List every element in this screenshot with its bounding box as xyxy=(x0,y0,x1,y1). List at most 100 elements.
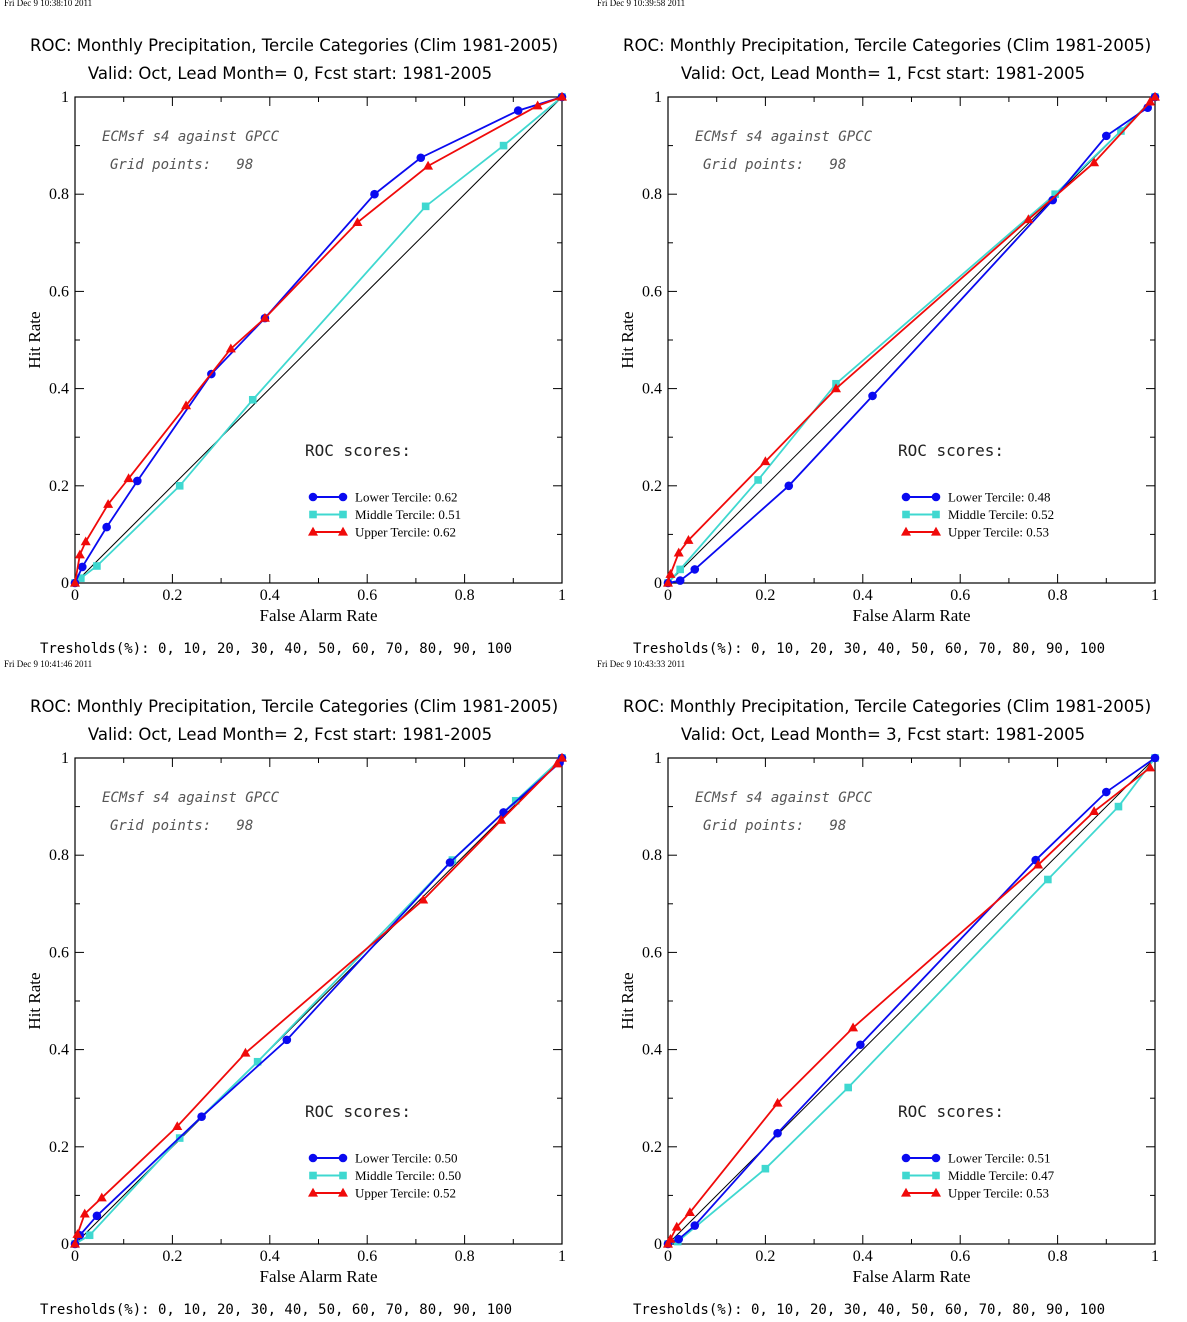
middle-tercile-point xyxy=(754,476,762,484)
y-tick-label: 0.4 xyxy=(642,1042,662,1059)
upper-tercile-point xyxy=(848,1022,859,1032)
upper-tercile-point xyxy=(663,1238,673,1248)
legend-item-lower: Lower Tercile: 0.48 xyxy=(901,490,1050,505)
roc-panel-0: Fri Dec 9 10:38:10 2011 ROC: Monthly Pre… xyxy=(0,0,594,661)
middle-tercile-point xyxy=(499,141,508,150)
series-lower-tercile xyxy=(663,92,1160,588)
legend-label: Lower Tercile: 0.51 xyxy=(948,1151,1050,1166)
x-tick-label: 1 xyxy=(1151,1248,1159,1265)
x-tick-label: 0 xyxy=(664,587,672,604)
upper-tercile-point xyxy=(103,499,114,508)
legend-label: Lower Tercile: 0.48 xyxy=(948,490,1050,505)
lower-tercile-point xyxy=(370,189,379,199)
x-tick-label: 1 xyxy=(1151,587,1159,604)
y-tick-label: 0 xyxy=(654,1236,662,1253)
y-tick-label: 0.6 xyxy=(642,944,662,961)
upper-tercile-point xyxy=(240,1047,251,1057)
model-annotation: ECMsf s4 against GPCC xyxy=(102,790,280,806)
middle-tercile-point xyxy=(1044,875,1052,884)
middle-tercile-point xyxy=(844,1083,852,1092)
chart-subtitle: Valid: Oct, Lead Month= 1, Fcst start: 1… xyxy=(680,64,1086,83)
lower-tercile-point xyxy=(856,1040,865,1050)
middle-tercile-point xyxy=(761,1164,770,1173)
legend-item-lower: Lower Tercile: 0.62 xyxy=(308,490,457,505)
grid-points-annotation: Grid points: 98 xyxy=(110,157,253,173)
upper-tercile-point xyxy=(80,536,91,546)
legend-marker-end xyxy=(931,492,941,502)
roc-scores-heading: ROC scores: xyxy=(898,441,1004,460)
x-tick-label: 1 xyxy=(558,1248,566,1265)
y-axis-label: Hit Rate xyxy=(25,972,44,1029)
roc-plot: 00 0.2 0.2 0.4 0.4 0.6 0.6 0.8 0.8 1 1 False Alarm … xyxy=(25,89,567,625)
x-axis-label: False Alarm Rate xyxy=(259,1267,377,1286)
x-axis-label: False Alarm Rate xyxy=(852,1267,970,1286)
legend-item-middle: Middle Tercile: 0.51 xyxy=(309,507,461,522)
middle-tercile-point xyxy=(676,565,684,574)
upper-tercile-point xyxy=(1033,859,1044,869)
no-skill-diagonal xyxy=(667,96,1156,584)
y-tick-label: 1 xyxy=(654,750,662,767)
grid-points-annotation: Grid points: 98 xyxy=(110,818,253,834)
lower-tercile-point xyxy=(92,1211,102,1221)
middle-tercile-point xyxy=(253,1057,262,1066)
lower-tercile-point xyxy=(690,565,700,574)
x-tick-label: 0.4 xyxy=(853,1248,873,1265)
upper-tercile-point xyxy=(663,577,673,587)
upper-tercile-point xyxy=(557,91,567,101)
thresholds-text: Tresholds(%): 0, 10, 20, 30, 40, 50, 60,… xyxy=(40,1302,513,1318)
upper-tercile-point xyxy=(772,1097,783,1107)
x-tick-label: 0 xyxy=(664,1248,672,1265)
legend-marker-end xyxy=(338,1153,348,1163)
y-tick-label: 0.6 xyxy=(49,944,69,961)
lower-tercile-point xyxy=(282,1035,292,1045)
panel-timestamp: Fri Dec 9 10:38:10 2011 xyxy=(4,0,93,8)
chart-subtitle: Valid: Oct, Lead Month= 2, Fcst start: 1… xyxy=(87,725,493,744)
upper-tercile-point xyxy=(70,1238,80,1248)
chart-title: ROC: Monthly Precipitation, Tercile Cate… xyxy=(623,36,1152,55)
x-axis-label: False Alarm Rate xyxy=(852,606,970,625)
y-tick-label: 0.8 xyxy=(642,186,662,203)
upper-tercile-point xyxy=(665,569,676,578)
chart-subtitle: Valid: Oct, Lead Month= 0, Fcst start: 1… xyxy=(87,64,493,83)
lower-tercile-point xyxy=(675,576,685,585)
upper-tercile-point xyxy=(70,577,80,587)
lower-tercile-point xyxy=(102,522,111,532)
upper-tercile-point xyxy=(552,758,563,768)
upper-tercile-point xyxy=(96,1192,107,1202)
upper-tercile-point xyxy=(418,894,429,904)
upper-tercile-point xyxy=(181,400,192,410)
legend-item-upper: Upper Tercile: 0.53 xyxy=(901,525,1049,540)
legend-marker-start xyxy=(902,510,910,519)
y-tick-label: 0 xyxy=(61,575,69,592)
y-tick-label: 0.8 xyxy=(642,847,662,864)
legend-marker-end xyxy=(931,1187,941,1197)
lower-tercile-point xyxy=(773,1128,782,1138)
series-upper-tercile xyxy=(70,752,567,1248)
legend-marker-start xyxy=(901,1153,911,1163)
y-tick-label: 0.8 xyxy=(49,847,69,864)
lower-tercile-point xyxy=(133,476,142,486)
panel-timestamp: Fri Dec 9 10:41:46 2011 xyxy=(4,659,93,669)
legend-item-lower: Lower Tercile: 0.51 xyxy=(901,1151,1050,1166)
middle-tercile-point xyxy=(421,202,430,211)
upper-tercile-point xyxy=(352,217,363,226)
legend-marker-start xyxy=(901,1187,911,1197)
series-upper-tercile xyxy=(663,762,1156,1248)
legend-marker-end xyxy=(339,510,347,519)
legend-marker-end xyxy=(338,526,348,536)
legend-marker-start xyxy=(902,1171,910,1180)
y-tick-label: 0 xyxy=(61,1236,69,1253)
legend-label: Middle Tercile: 0.51 xyxy=(355,507,461,522)
model-annotation: ECMsf s4 against GPCC xyxy=(102,129,280,145)
x-tick-label: 0.2 xyxy=(162,1248,182,1265)
x-tick-label: 0 xyxy=(71,587,79,604)
upper-tercile-line xyxy=(667,96,1156,584)
x-tick-label: 0.8 xyxy=(455,587,475,604)
y-tick-label: 0.2 xyxy=(49,1139,69,1156)
panel-timestamp: Fri Dec 9 10:43:33 2011 xyxy=(597,659,686,669)
legend-marker-start xyxy=(308,1153,318,1163)
y-tick-label: 0.4 xyxy=(49,381,69,398)
y-tick-label: 0 xyxy=(654,575,662,592)
lower-tercile-point xyxy=(1150,753,1160,763)
no-skill-diagonal xyxy=(74,96,563,584)
